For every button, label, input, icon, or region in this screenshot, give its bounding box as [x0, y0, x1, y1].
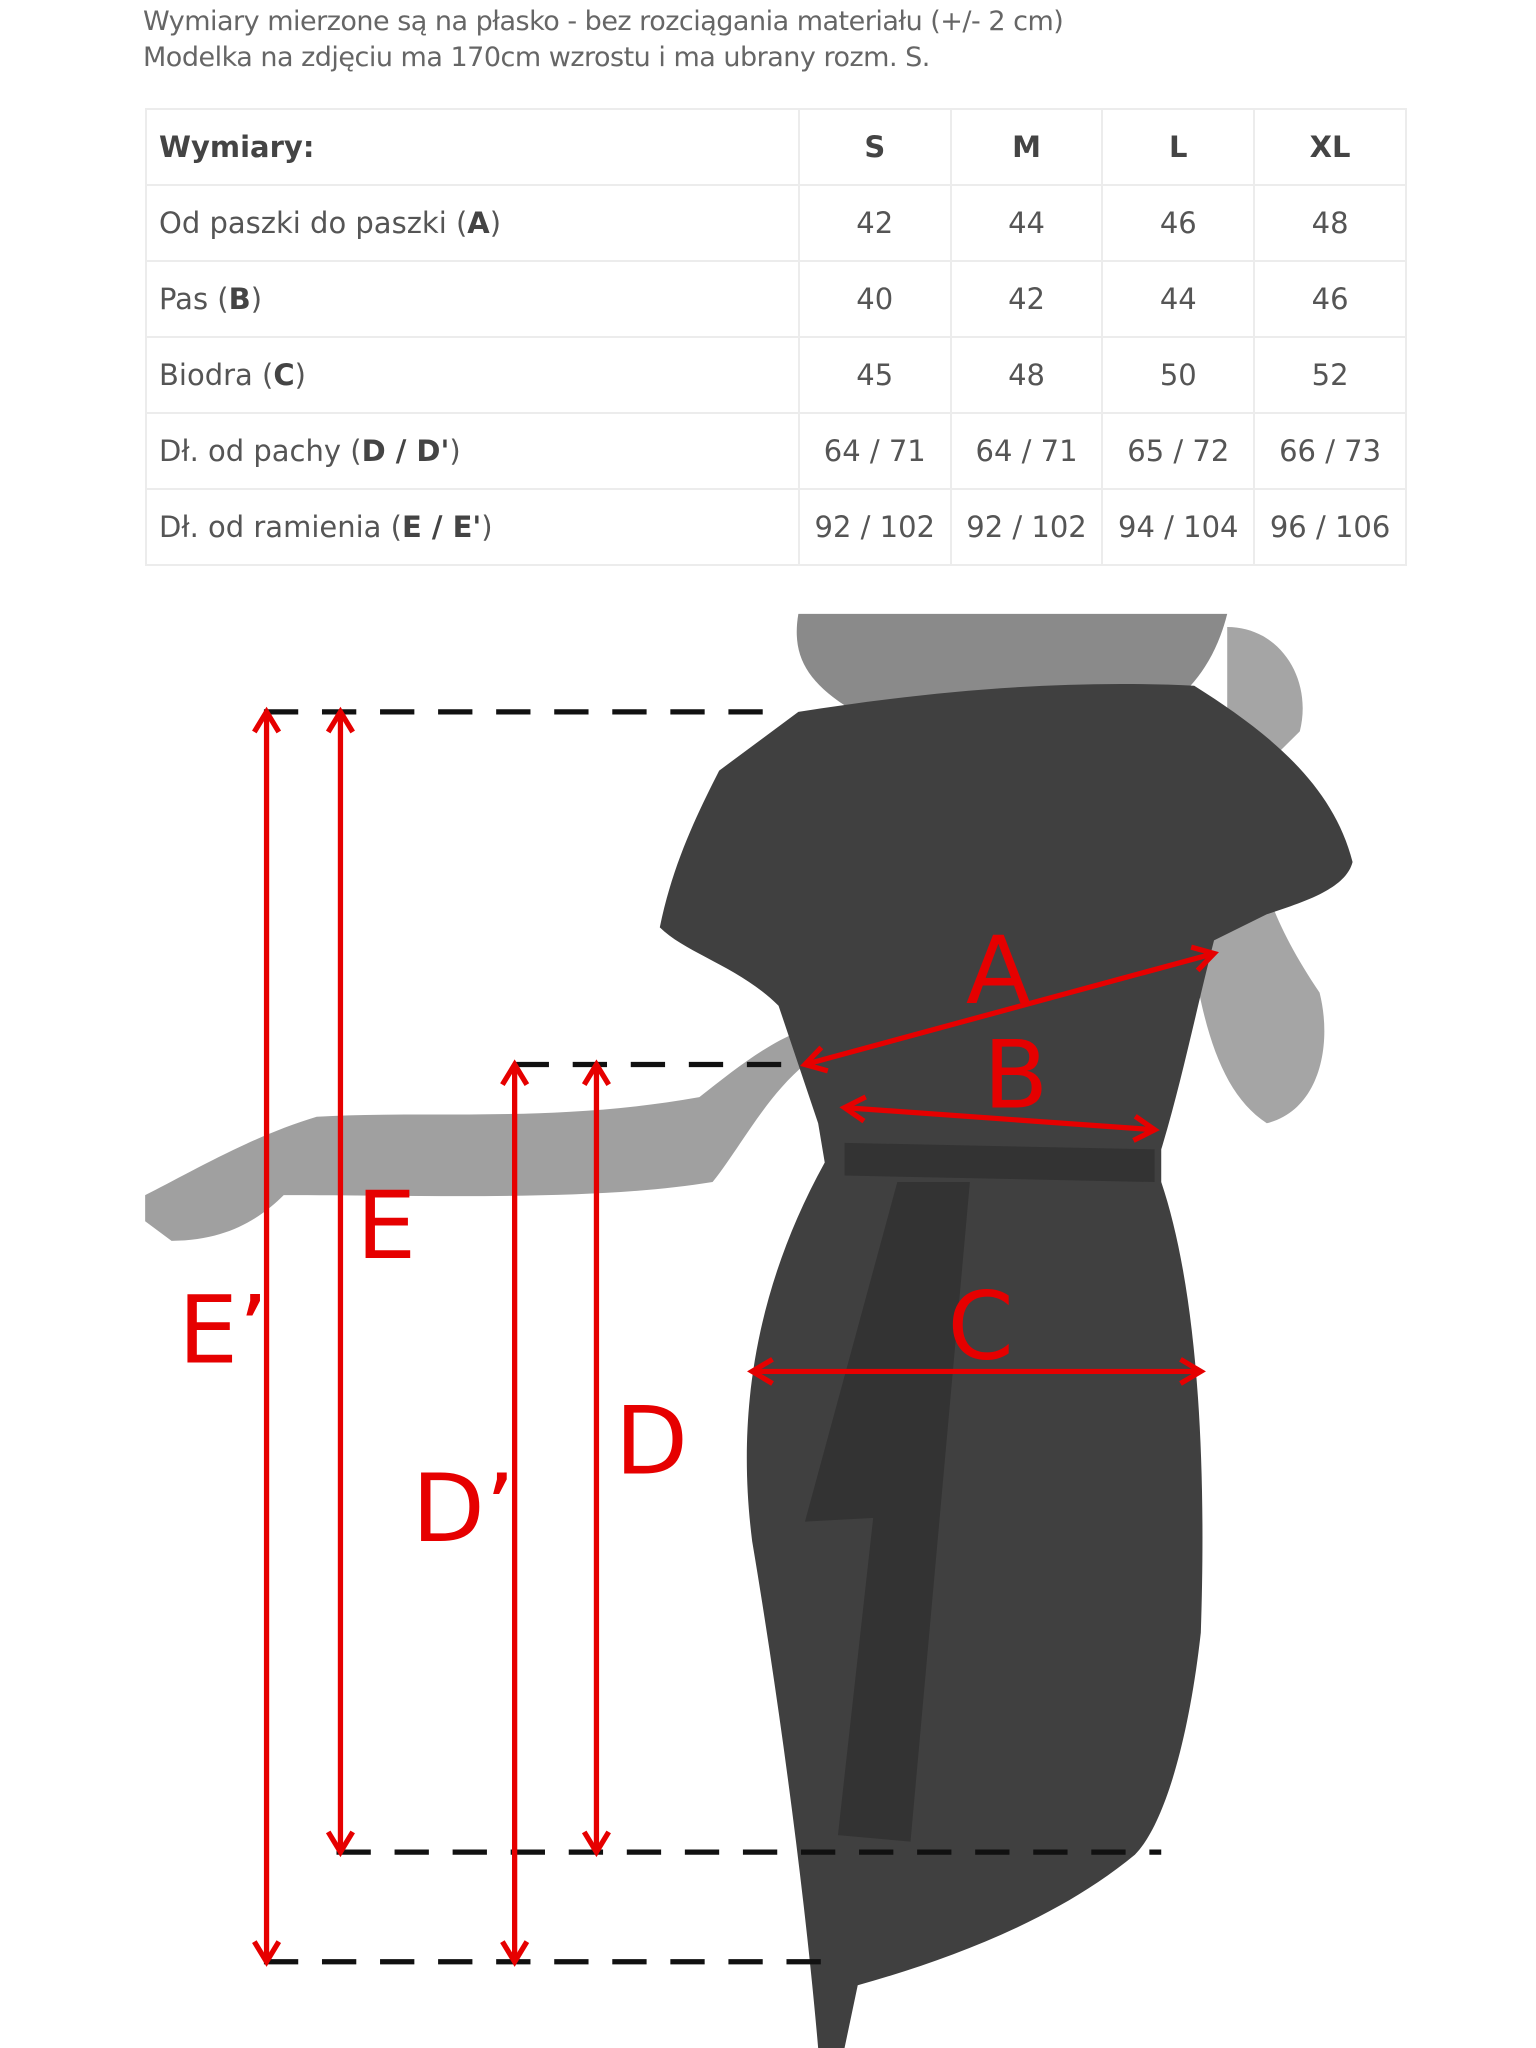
table-row: Dł. od ramienia (E / E') 92 / 102 92 / 102…: [145, 488, 1407, 566]
size-value: 44: [1101, 260, 1256, 338]
table-row: Dł. od pachy (D / D') 64 / 71 64 / 71 65 / …: [145, 412, 1407, 490]
label-a: A: [966, 917, 1031, 1026]
measurement-arrows: [252, 706, 1219, 1967]
arrowhead: [581, 1059, 611, 1086]
belt-tie: [804, 1142, 1155, 1842]
size-header: M: [949, 108, 1104, 186]
arrowhead: [839, 1094, 867, 1124]
row-label: Od paszki do paszki (A): [145, 184, 800, 262]
label-e: E: [356, 1171, 416, 1280]
size-value: 65 / 72: [1101, 412, 1256, 490]
size-value: 52: [1253, 336, 1407, 414]
arrowhead: [252, 706, 282, 734]
label-d: D: [615, 1387, 688, 1496]
arrowhead: [581, 1830, 611, 1858]
size-value: 92 / 102: [949, 488, 1104, 566]
size-header: S: [797, 108, 952, 186]
size-value: 40: [797, 260, 952, 338]
label-b: B: [983, 1021, 1048, 1130]
row-label: Dł. od ramienia (E / E'): [145, 488, 800, 566]
row-label: Biodra (C): [145, 336, 800, 414]
table-row: Pas (B) 40 42 44 46: [145, 260, 1407, 338]
arrowhead: [500, 1059, 530, 1086]
size-value: 94 / 104: [1101, 488, 1256, 566]
size-value: 42: [949, 260, 1104, 338]
size-value: 64 / 71: [797, 412, 952, 490]
size-value: 64 / 71: [949, 412, 1104, 490]
model-note: Modelka na zdjęciu ma 170cm wzrostu i ma…: [143, 42, 930, 73]
size-value: 48: [949, 336, 1104, 414]
arrowhead: [800, 1045, 829, 1074]
arrowhead: [500, 1940, 530, 1967]
arrowhead: [1190, 944, 1219, 973]
size-value: 92 / 102: [797, 488, 952, 566]
label-e-prime: E’: [178, 1276, 268, 1385]
row-label: Pas (B): [145, 260, 800, 338]
measurement-arrow: [804, 950, 1215, 1068]
arrowhead: [1132, 1114, 1160, 1143]
size-value: 50: [1101, 336, 1256, 414]
row-label: Dł. od pachy (D / D'): [145, 412, 800, 490]
size-header: XL: [1253, 108, 1407, 186]
table-row: Od paszki do paszki (A) 42 44 46 48: [145, 184, 1407, 262]
size-table: Wymiary: S M L XL Od paszki do paszki (A…: [145, 108, 1407, 566]
label-c: C: [947, 1272, 1013, 1381]
left-arm: [145, 1031, 805, 1241]
arrowhead: [325, 1830, 355, 1858]
header-label: Wymiary:: [145, 108, 800, 186]
size-value: 42: [797, 184, 952, 262]
size-value: 48: [1253, 184, 1407, 262]
size-value: 44: [949, 184, 1104, 262]
arrowhead: [747, 1357, 774, 1386]
label-d-prime: D’: [412, 1455, 515, 1564]
size-value: 46: [1253, 260, 1407, 338]
dress-shape: [659, 684, 1353, 2048]
measurement-note: Wymiary mierzone są na płasko - bez rozc…: [143, 6, 1064, 37]
arrowhead: [1179, 1357, 1206, 1386]
size-header: L: [1101, 108, 1256, 186]
arrowhead: [252, 1940, 282, 1967]
table-row: Biodra (C) 45 48 50 52: [145, 336, 1407, 414]
size-value: 45: [797, 336, 952, 414]
arrowhead: [325, 706, 355, 734]
size-value: 46: [1101, 184, 1256, 262]
guide-lines: [263, 709, 1162, 1965]
measurement-arrow: [844, 1104, 1155, 1133]
size-value: 66 / 73: [1253, 412, 1407, 490]
size-value: 96 / 106: [1253, 488, 1407, 566]
table-header-row: Wymiary: S M L XL: [145, 108, 1407, 186]
